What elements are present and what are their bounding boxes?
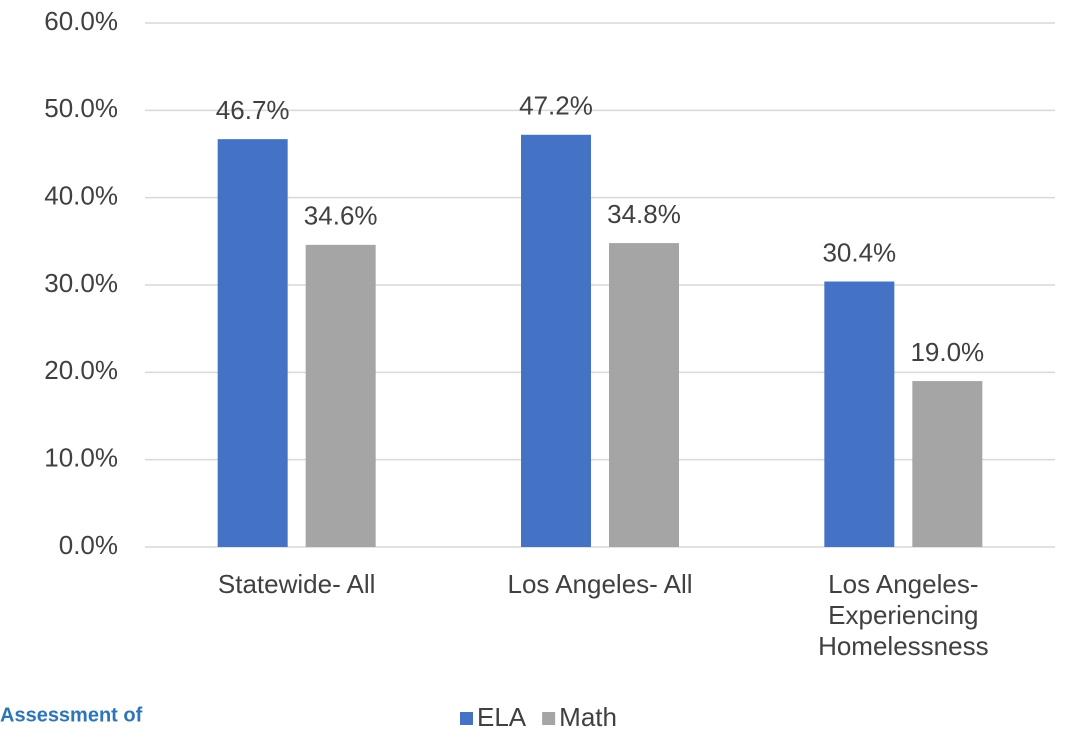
y-tick-label: 0.0%: [59, 530, 118, 560]
bar: [217, 139, 288, 548]
annotation: Assessment of: [0, 704, 143, 726]
bar: [824, 281, 895, 547]
bar: [305, 244, 376, 547]
legend-label: ELA: [477, 702, 527, 732]
data-label: 30.4%: [822, 237, 896, 267]
y-tick-label: 30.0%: [44, 268, 118, 298]
y-tick-label: 60.0%: [44, 6, 118, 36]
x-tick-label: Los Angeles- Experiencing Homelessness: [818, 569, 989, 661]
x-tick-label: Los Angeles- All: [507, 569, 693, 599]
y-tick-label: 10.0%: [44, 443, 118, 473]
legend-swatch: [542, 712, 556, 725]
y-tick-label: 20.0%: [44, 355, 118, 385]
bar: [521, 134, 591, 547]
legend-swatch: [460, 712, 473, 725]
data-label: 34.8%: [607, 199, 681, 229]
bar: [609, 243, 679, 547]
data-label: 19.0%: [910, 337, 984, 367]
bar: [912, 381, 983, 547]
data-label: 47.2%: [519, 91, 593, 121]
data-label: 46.7%: [216, 95, 290, 125]
y-tick-label: 50.0%: [44, 93, 118, 123]
data-label: 34.6%: [304, 201, 378, 231]
y-tick-label: 40.0%: [44, 181, 118, 211]
x-tick-label: Statewide- All: [217, 569, 376, 599]
legend-label: Math: [559, 702, 617, 732]
